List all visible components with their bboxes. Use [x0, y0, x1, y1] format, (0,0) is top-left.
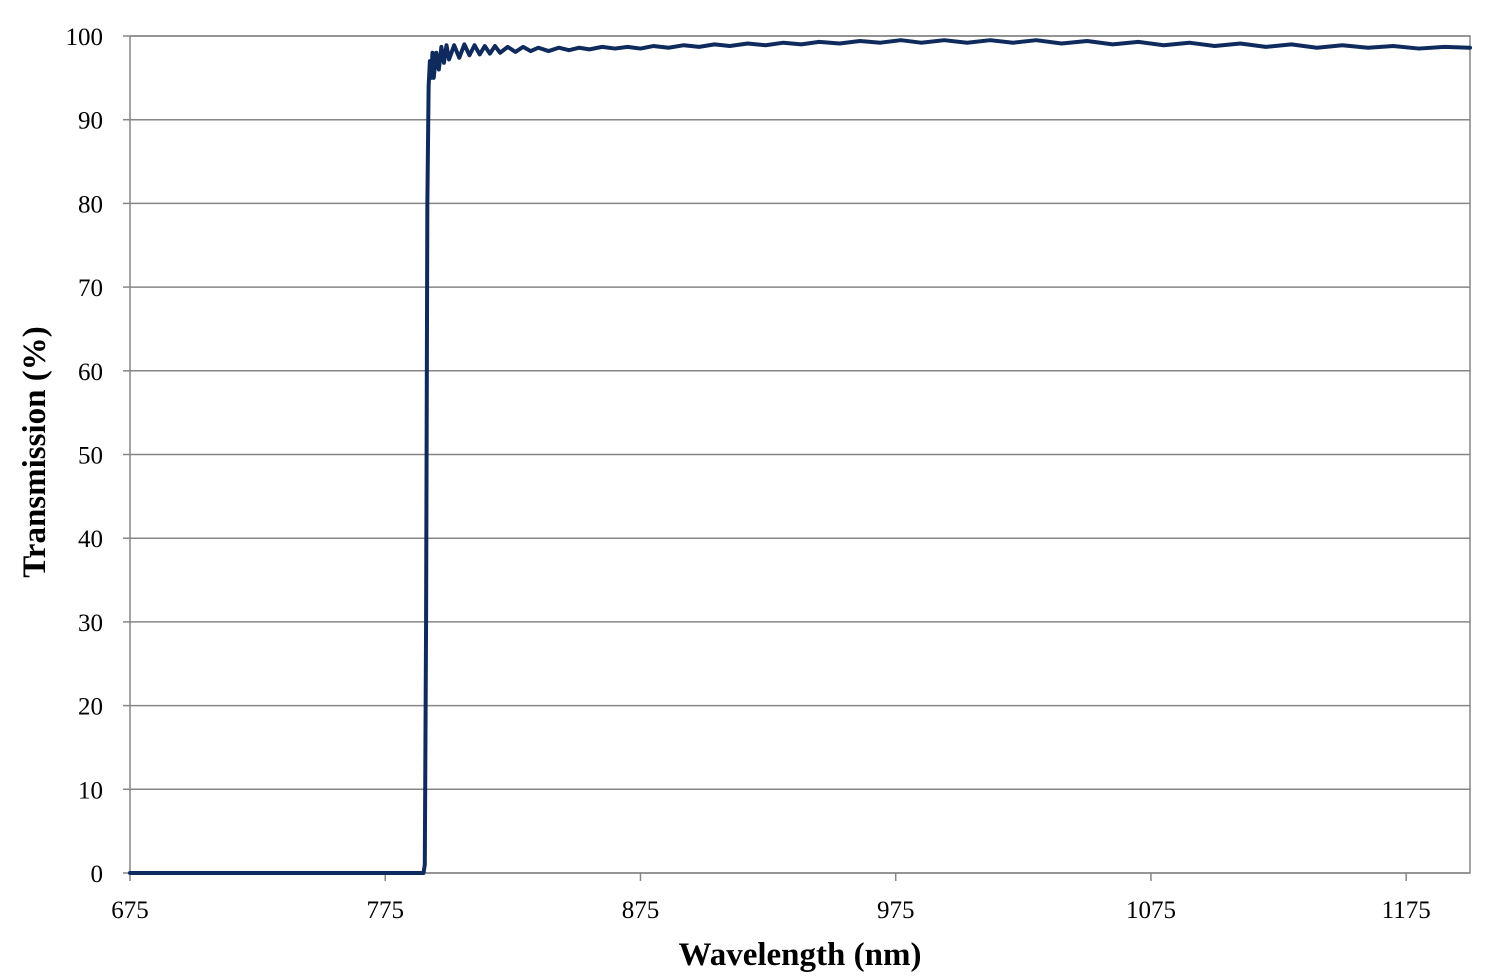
x-axis-title: Wavelength (nm)	[679, 937, 922, 973]
y-tick-label: 0	[91, 861, 104, 888]
x-tick-label: 875	[622, 897, 660, 924]
y-tick-label: 20	[78, 694, 103, 721]
y-axis-ticks: 0 10 20 30 40 50 60 70 80 90 100	[66, 24, 130, 888]
x-tick-label: 975	[877, 897, 915, 924]
x-tick-label: 1175	[1382, 897, 1431, 924]
y-tick-label: 100	[66, 24, 104, 51]
transmission-series-line	[128, 38, 1472, 875]
x-axis-ticks: 675 775 875 975 1075 1175	[111, 873, 1431, 924]
x-tick-label: 1075	[1126, 897, 1176, 924]
y-tick-label: 70	[78, 275, 103, 302]
grid-lines	[130, 35, 1470, 874]
y-tick-label: 80	[78, 191, 103, 218]
series-layer	[128, 38, 1472, 875]
y-tick-label: 90	[78, 108, 103, 135]
y-tick-label: 40	[78, 526, 103, 553]
x-tick-label: 775	[366, 897, 404, 924]
x-tick-label: 675	[111, 897, 149, 924]
y-axis-title: Transmission (%)	[17, 326, 53, 578]
y-tick-label: 50	[78, 443, 103, 470]
y-tick-label: 60	[78, 359, 103, 386]
y-tick-label: 10	[78, 777, 103, 804]
y-tick-label: 30	[78, 610, 103, 637]
